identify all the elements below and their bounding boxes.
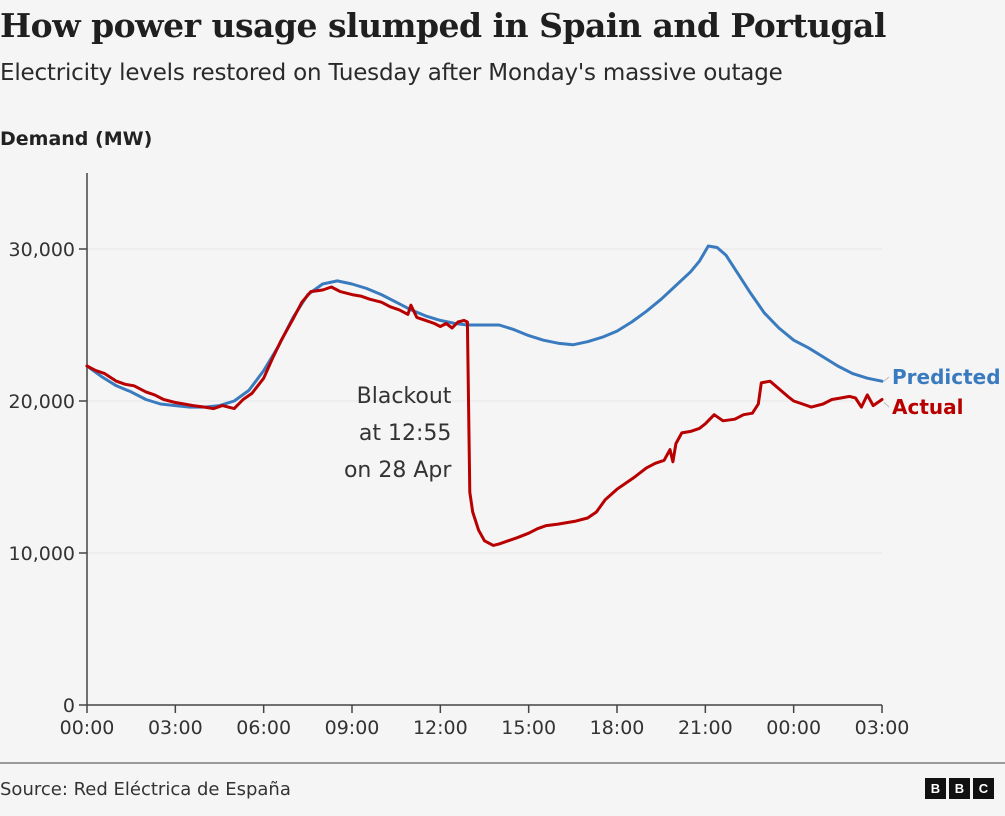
y-tick-label: 10,000 [9,543,75,565]
x-tick-label: 21:00 [678,717,733,739]
bbc-logo-letter: B [949,778,970,799]
x-tick-label: 15:00 [501,717,556,739]
bbc-logo: B B C [925,778,994,799]
footer-divider [0,762,1005,764]
source-note: Source: Red Eléctrica de España [0,779,291,800]
legend-label-predicted: Predicted [892,365,1001,389]
line-chart: 0 10,000 20,000 30,000 00:00 03:00 06:00 09:00… [9,173,1001,739]
annotation-line: at 12:55 [359,421,452,446]
legend-label-actual: Actual [892,395,963,419]
y-tick-label: 30,000 [9,239,75,261]
x-axis-ticks: 00:00 03:00 06:00 09:00 12:00 15:00 18:00 21:00… [60,705,910,739]
bbc-logo-letter: B [925,778,946,799]
axes [86,173,882,706]
annotation-line: on 28 Apr [344,458,452,483]
legend-connector [883,402,890,408]
blackout-annotation: Blackout at 12:55 on 28 Apr [344,384,452,483]
legend-connector [883,376,890,382]
x-tick-label: 12:00 [413,717,468,739]
x-tick-label: 06:00 [236,717,291,739]
x-tick-label: 09:00 [325,717,380,739]
x-tick-label: 03:00 [148,717,203,739]
chart-title: How power usage slumped in Spain and Por… [0,6,886,45]
y-axis-label: Demand (MW) [0,128,153,150]
series-line-predicted [85,244,884,409]
series-lines [85,244,884,547]
y-tick-label: 0 [63,695,75,717]
chart-subtitle: Electricity levels restored on Tuesday a… [0,60,783,86]
x-tick-label: 03:00 [855,717,910,739]
x-tick-label: 18:00 [590,717,645,739]
annotation-line: Blackout [357,384,452,409]
legend: Predicted Actual [883,365,1001,419]
y-tick-label: 20,000 [9,391,75,413]
y-axis-ticks: 0 10,000 20,000 30,000 [9,239,87,717]
series-line-actual [85,285,884,547]
gridlines [87,248,882,554]
bbc-logo-letter: C [973,778,994,799]
x-tick-label: 00:00 [766,717,821,739]
x-tick-label: 00:00 [60,717,115,739]
